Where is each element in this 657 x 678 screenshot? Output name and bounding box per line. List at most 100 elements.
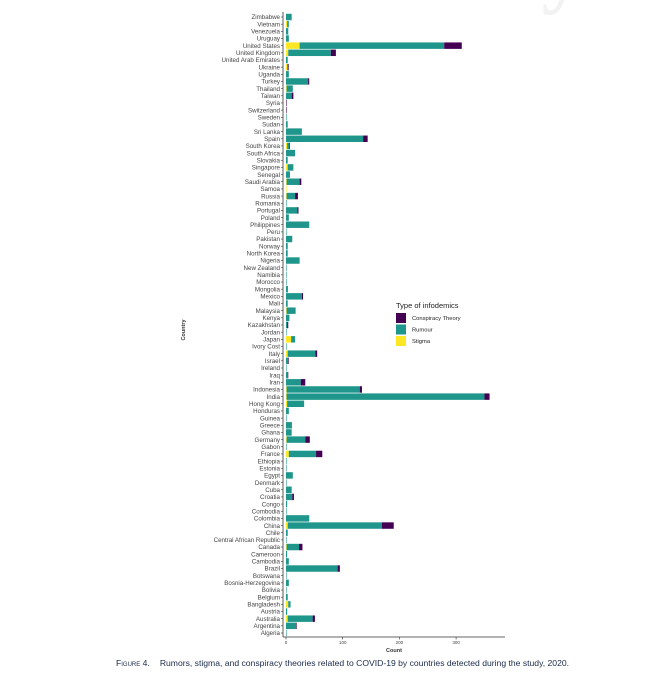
y-tick-label: United Arab Emirates bbox=[222, 57, 280, 64]
bar-rumour bbox=[286, 472, 293, 479]
y-tick-label: Saudi Arabia bbox=[245, 179, 281, 186]
y-tick-label: Vietnam bbox=[257, 21, 280, 28]
bar-rumour bbox=[286, 71, 289, 78]
y-tick-label: Sri Lanka bbox=[254, 129, 281, 136]
y-tick-label: Jordan bbox=[261, 329, 280, 336]
x-tick-label: 100 bbox=[339, 640, 347, 645]
bar-rumour bbox=[286, 149, 296, 157]
y-tick-label: Russia bbox=[261, 193, 280, 200]
bar-rumour bbox=[286, 500, 288, 508]
y-tick-label: Venezuela bbox=[251, 29, 280, 36]
y-tick-label: Kazakhstan bbox=[248, 322, 281, 329]
bar-rumour bbox=[287, 20, 289, 28]
bar-stigma bbox=[286, 386, 287, 393]
y-tick-label: Singapore bbox=[252, 165, 281, 172]
bar-rumour bbox=[287, 400, 305, 408]
bar-rumour bbox=[286, 508, 287, 515]
bar-stigma bbox=[286, 185, 287, 193]
y-tick-label: Switzerland bbox=[248, 107, 281, 114]
y-tick-label: Chile bbox=[266, 530, 281, 537]
y-tick-label: Peru bbox=[267, 229, 281, 236]
y-tick-label: Estonia bbox=[259, 465, 280, 472]
bar-rumour bbox=[286, 271, 287, 279]
bar-stigma bbox=[286, 393, 287, 400]
bar-stigma bbox=[286, 543, 287, 551]
y-tick-label: Combodia bbox=[252, 508, 281, 515]
y-tick-label: Australia bbox=[256, 616, 281, 623]
y-tick-label: Ireland bbox=[261, 365, 280, 372]
bar-rumour bbox=[286, 422, 292, 429]
y-tick-label: Congo bbox=[262, 501, 281, 508]
y-tick-label: South Africa bbox=[247, 150, 281, 157]
y-tick-label: Guinea bbox=[260, 415, 281, 422]
bar-conspiracy bbox=[337, 565, 340, 572]
legend-swatch-rumour bbox=[396, 324, 406, 335]
bar-rumour bbox=[286, 407, 289, 415]
bar-rumour bbox=[287, 522, 382, 529]
y-tick-label: Samoa bbox=[260, 186, 280, 193]
bar-rumour bbox=[286, 593, 288, 601]
bar-conspiracy bbox=[287, 285, 288, 293]
bar-stigma bbox=[286, 178, 287, 185]
bar-rumour bbox=[286, 443, 287, 450]
y-tick-label: Bolivia bbox=[262, 587, 281, 594]
bar-rumour bbox=[286, 328, 287, 336]
y-tick-label: Cambodia bbox=[252, 559, 281, 566]
y-tick-label: Morocco bbox=[256, 279, 280, 286]
bar-conspiracy bbox=[363, 135, 368, 142]
bar-conspiracy bbox=[330, 49, 336, 57]
y-axis-title: Country bbox=[181, 319, 187, 341]
bar-rumour bbox=[286, 13, 292, 21]
bar-stigma bbox=[286, 192, 287, 200]
bar-rumour bbox=[286, 343, 287, 350]
figure-label: Figure 4. bbox=[116, 658, 150, 668]
bar-stigma bbox=[286, 20, 288, 28]
y-tick-label: Gabon bbox=[261, 444, 280, 451]
y-tick-label: China bbox=[264, 523, 281, 530]
bar-stigma bbox=[286, 49, 289, 57]
bar-conspiracy bbox=[299, 178, 302, 185]
bar-conspiracy bbox=[359, 386, 362, 393]
bar-rumour bbox=[286, 78, 309, 85]
bar-rumour bbox=[286, 314, 290, 322]
y-tick-label: South Korea bbox=[246, 143, 281, 150]
bar-stigma bbox=[286, 436, 287, 443]
bar-conspiracy bbox=[297, 207, 299, 214]
bar-rumour bbox=[286, 228, 287, 236]
y-tick-label: United States bbox=[243, 43, 280, 50]
y-tick-label: Italy bbox=[269, 351, 281, 358]
watermark: Proof Only bbox=[150, 0, 587, 12]
bar-rumour bbox=[286, 285, 288, 293]
bar-rumour bbox=[291, 336, 296, 343]
y-tick-label: Norway bbox=[259, 243, 281, 250]
y-tick-label: Honduras bbox=[253, 408, 280, 415]
y-tick-label: Romania bbox=[255, 200, 280, 207]
bar-rumour bbox=[286, 364, 287, 372]
bar-rumour bbox=[286, 235, 293, 243]
bar-rumour bbox=[286, 157, 288, 164]
y-tick-label: Slovakia bbox=[257, 157, 281, 164]
bar-rumour bbox=[286, 457, 287, 465]
bar-rumour bbox=[286, 436, 306, 443]
bar-rumour bbox=[286, 114, 287, 121]
y-tick-label: Thailand bbox=[256, 86, 280, 93]
bar-conspiracy bbox=[300, 379, 306, 386]
bar-conspiracy bbox=[296, 622, 297, 630]
bar-rumour bbox=[286, 486, 292, 493]
y-tick-label: Turkey bbox=[261, 79, 281, 86]
bar-rumour bbox=[286, 357, 289, 365]
y-tick-label: Ukraine bbox=[259, 64, 281, 71]
y-tick-label: Brazil bbox=[265, 566, 280, 573]
y-tick-label: Israel bbox=[265, 358, 280, 365]
bar-rumour bbox=[288, 601, 291, 608]
bar-conspiracy bbox=[312, 615, 315, 622]
bar-rumour bbox=[287, 63, 289, 71]
y-tick-label: Cameroon bbox=[251, 551, 280, 558]
bar-conspiracy bbox=[381, 522, 394, 529]
y-tick-label: Spain bbox=[264, 136, 280, 143]
y-tick-label: United Kingdom bbox=[236, 50, 280, 57]
y-tick-label: Iran bbox=[269, 380, 280, 387]
y-tick-label: India bbox=[267, 394, 281, 401]
bar-rumour bbox=[286, 264, 287, 271]
bar-rumour bbox=[286, 529, 288, 536]
